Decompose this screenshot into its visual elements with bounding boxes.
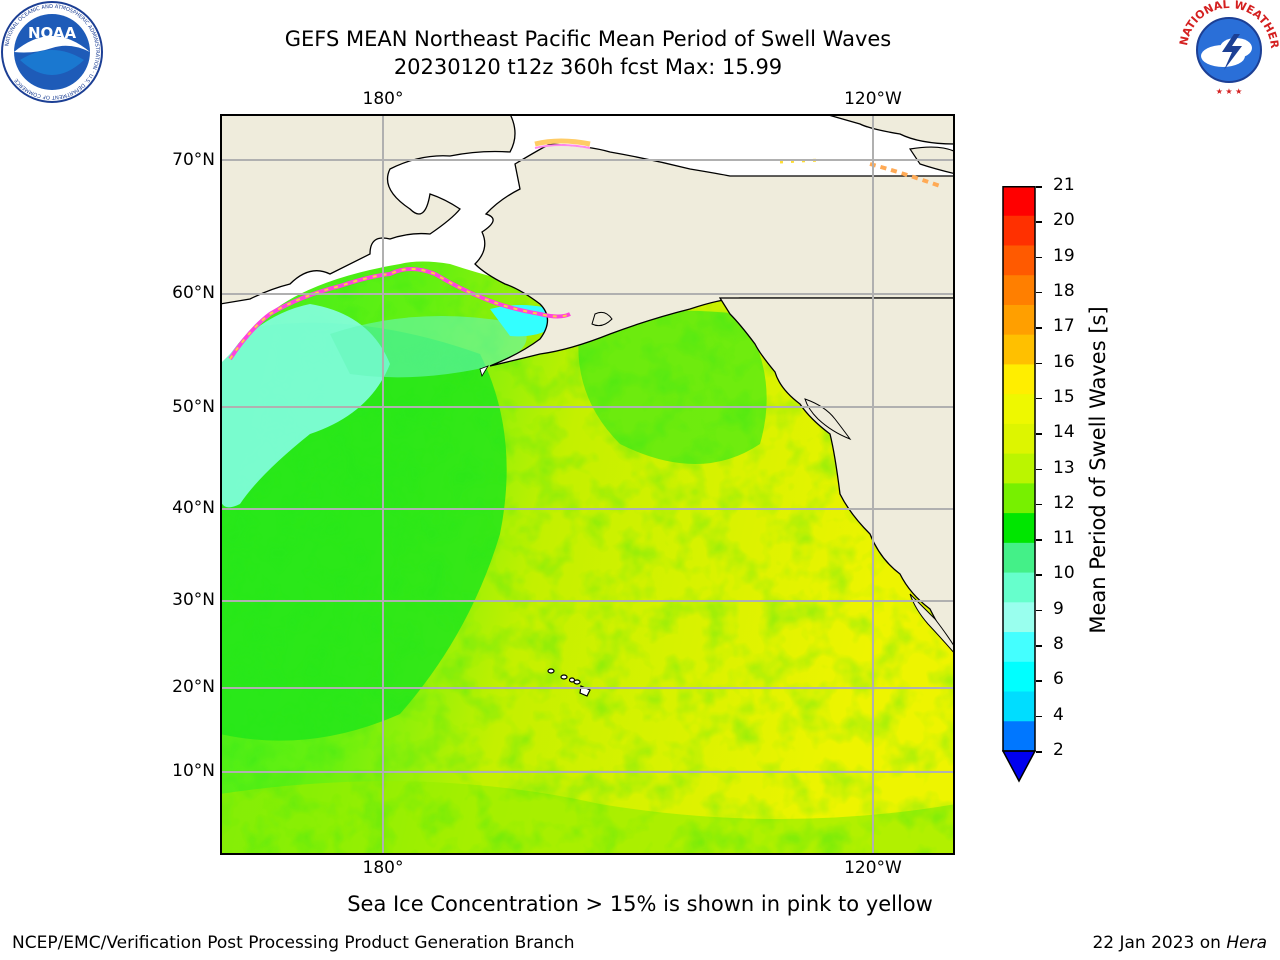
footer-machine: Hera — [1226, 933, 1267, 953]
lat-label-30n: 30°N — [172, 590, 215, 610]
colorbar-segment — [1003, 215, 1035, 246]
colorbar — [1002, 186, 1036, 783]
lat-label-20n: 20°N — [172, 677, 215, 697]
chart-title: GEFS MEAN Northeast Pacific Mean Period … — [284, 27, 892, 51]
sea-ice-note: Sea Ice Concentration > 15% is shown in … — [347, 892, 933, 916]
colorbar-segment — [1003, 394, 1035, 425]
colorbar-tick-mark — [1036, 680, 1042, 682]
colorbar-segment — [1003, 602, 1035, 633]
colorbar-tick-mark — [1036, 221, 1042, 223]
colorbar-label: Mean Period of Swell Waves [s] — [1086, 306, 1110, 634]
colorbar-tick-mark — [1036, 574, 1042, 576]
noaa-logo-text: NOAA — [28, 24, 77, 42]
colorbar-tick-mark — [1036, 609, 1042, 612]
lat-label-60n: 60°N — [172, 283, 215, 303]
colorbar-tick-label: 18 — [1053, 280, 1075, 301]
lon-label-top-180: 180° — [362, 89, 404, 109]
svg-text:★ ★ ★: ★ ★ ★ — [1216, 87, 1243, 96]
land-north-america — [718, 297, 954, 653]
colorbar-tick-label: 17 — [1053, 316, 1075, 337]
colorbar-segment — [1003, 483, 1035, 514]
nws-logo: NATIONAL WEATHER SERVICE ★ ★ ★ — [1178, 0, 1280, 98]
colorbar-segment — [1003, 661, 1035, 693]
land-siberia — [220, 114, 516, 305]
colorbar-segment — [1003, 572, 1035, 603]
colorbar-tick-mark — [1036, 291, 1042, 294]
colorbar-tick-label: 16 — [1053, 351, 1075, 372]
colorbar-tick-label: 19 — [1053, 245, 1075, 266]
colorbar-segment — [1003, 186, 1035, 217]
footer-date: 22 Jan 2023 on — [1092, 933, 1227, 953]
colorbar-tick-mark — [1036, 186, 1042, 188]
colorbar-tick-mark — [1036, 362, 1042, 365]
colorbar-tick-mark — [1036, 433, 1042, 435]
lon-label-top-120w: 120°W — [844, 89, 902, 109]
lat-label-70n: 70°N — [172, 150, 215, 170]
colorbar-segment — [1003, 453, 1035, 484]
colorbar-segment — [1003, 275, 1035, 306]
swell-period-map — [220, 114, 955, 855]
colorbar-segment — [1003, 542, 1035, 574]
colorbar-tick-mark — [1036, 397, 1042, 400]
colorbar-tick-label: 6 — [1053, 669, 1064, 690]
colorbar-tick-label: 14 — [1053, 422, 1075, 443]
colorbar-tick-mark — [1036, 751, 1042, 753]
colorbar-segment — [1003, 632, 1035, 663]
colorbar-tick-label: 15 — [1053, 386, 1075, 407]
colorbar-under-triangle — [1002, 750, 1036, 783]
colorbar-tick-mark — [1036, 715, 1042, 718]
colorbar-segment — [1003, 334, 1035, 365]
colorbar-tick-label: 20 — [1053, 210, 1075, 231]
colorbar-tick-mark — [1036, 468, 1042, 470]
colorbar-segment — [1003, 721, 1035, 752]
noaa-logo: NATIONAL OCEANIC AND ATMOSPHERIC ADMINIS… — [1, 1, 103, 103]
lat-label-10n: 10°N — [172, 761, 215, 781]
colorbar-tick-label: 4 — [1053, 704, 1064, 725]
colorbar-segment — [1003, 423, 1035, 455]
colorbar-tick-mark — [1036, 256, 1042, 259]
lon-label-bottom-120w: 120°W — [844, 858, 902, 878]
colorbar-tick-label: 2 — [1053, 740, 1064, 760]
colorbar-segment — [1003, 691, 1035, 722]
colorbar-segment — [1003, 304, 1035, 336]
colorbar-tick-label: 11 — [1053, 528, 1075, 549]
footer-left: NCEP/EMC/Verification Post Processing Pr… — [12, 933, 575, 953]
colorbar-segment — [1003, 364, 1035, 395]
lat-label-50n: 50°N — [172, 397, 215, 417]
colorbar-segment — [1003, 245, 1035, 276]
colorbar-tick-label: 13 — [1053, 457, 1075, 478]
colorbar-tick-mark — [1036, 503, 1042, 506]
graticule — [220, 114, 954, 853]
colorbar-tick-label: 12 — [1053, 492, 1075, 513]
footer-right: 22 Jan 2023 on Hera — [1092, 933, 1267, 953]
colorbar-tick-label: 10 — [1053, 563, 1075, 584]
chart-subtitle: 20230120 t12z 360h fcst Max: 15.99 — [393, 55, 783, 79]
colorbar-segment — [1003, 513, 1035, 544]
colorbar-tick-mark — [1036, 645, 1042, 647]
colorbar-tick-label: 8 — [1053, 634, 1064, 655]
colorbar-tick-label: 21 — [1053, 175, 1075, 195]
lon-label-bottom-180: 180° — [362, 858, 404, 878]
colorbar-tick-mark — [1036, 539, 1042, 541]
colorbar-tick-mark — [1036, 327, 1042, 329]
lat-label-40n: 40°N — [172, 498, 215, 518]
colorbar-tick-label: 9 — [1053, 598, 1064, 619]
